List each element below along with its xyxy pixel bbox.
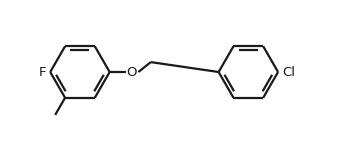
Text: O: O (127, 66, 137, 79)
Text: F: F (39, 66, 46, 79)
Text: Cl: Cl (282, 66, 295, 79)
